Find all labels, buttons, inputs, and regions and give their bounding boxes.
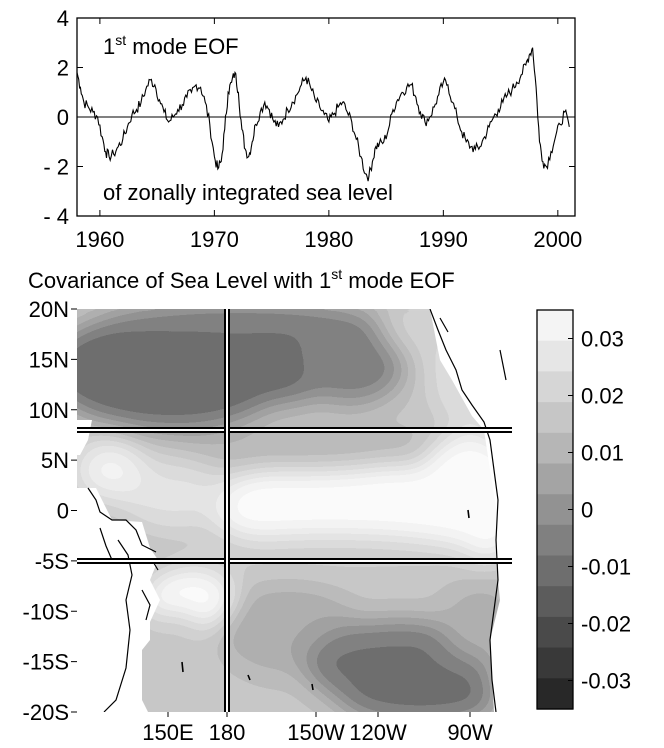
colorbar-level <box>537 555 573 587</box>
covariance-map-panel: 20N 15N 10N 5N 0 -5S -10S -15S -20S 150E 180 150W 1… <box>23 297 512 745</box>
y-tick-label: 0 <box>57 105 69 130</box>
lat-tick-label: 5N <box>41 448 69 473</box>
section-lines <box>77 309 512 712</box>
x-tick-label: 1980 <box>304 227 353 252</box>
colorbar-level <box>537 463 573 495</box>
lon-tick-label: 180 <box>209 720 246 745</box>
colorbar-level <box>537 371 573 403</box>
colorbar-labels: 0.03 0.02 0.01 0 -0.01 -0.02 -0.03 <box>568 327 631 694</box>
colorbar-level <box>537 402 573 434</box>
lat-tick-label: 10N <box>29 398 69 423</box>
colorbar-tick-label: -0.02 <box>581 612 631 637</box>
eof-label-sup: st <box>115 32 126 48</box>
y-tick-label: - 2 <box>43 155 69 180</box>
colorbar-tick-label: 0.03 <box>581 327 624 352</box>
colorbar-tick-label: 0 <box>581 498 593 523</box>
lon-tick-label: 90W <box>447 720 492 745</box>
x-tick-label: 1990 <box>419 227 468 252</box>
x-tick-label: 1970 <box>190 227 239 252</box>
lat-tick-label: -15S <box>23 650 69 675</box>
colorbar-tick-label: 0.02 <box>581 384 624 409</box>
colorbar-tick-label: -0.03 <box>581 669 631 694</box>
x-tick-label: 1960 <box>75 227 124 252</box>
x-tick-label: 2000 <box>533 227 582 252</box>
colorbar-level <box>537 432 573 465</box>
land-mask-maritime-continent <box>77 420 160 712</box>
time-series-panel: 4 2 0 - 2 - 4 1960 1970 1980 1990 2000 1st mode … <box>43 6 582 252</box>
y-tick-label: 2 <box>57 56 69 81</box>
land-mask-americas <box>430 309 512 712</box>
x-ticks: 1960 1970 1980 1990 2000 <box>75 18 582 252</box>
colorbar-level <box>537 678 573 710</box>
y-tick-label: 4 <box>57 6 69 31</box>
colorbar-tick-label: -0.01 <box>581 555 631 580</box>
map-lon-ticks: 150E 180 150W 120W 90W <box>142 712 493 745</box>
y-tick-label: - 4 <box>43 204 69 229</box>
colorbar-tick-label: 0.01 <box>581 441 624 466</box>
lat-tick-label: 20N <box>29 297 69 322</box>
coastline-east <box>429 309 507 712</box>
lat-tick-label: -5S <box>35 549 69 574</box>
colorbar-levels <box>537 310 573 710</box>
map-lat-ticks: 20N 15N 10N 5N 0 -5S -10S -15S -20S <box>23 297 77 725</box>
lat-tick-label: 0 <box>57 499 69 524</box>
coastline-west <box>87 487 159 712</box>
series-annotation: of zonally integrated sea level <box>103 180 393 205</box>
map-title: Covariance of Sea Level with 1st mode EO… <box>28 266 455 293</box>
colorbar-level <box>537 616 573 649</box>
eof-label: 1st mode EOF <box>103 32 239 59</box>
colorbar-level <box>537 586 573 618</box>
island-marks <box>181 509 470 711</box>
lat-tick-label: 15N <box>29 347 69 372</box>
lat-tick-label: -10S <box>23 599 69 624</box>
lon-tick-label: 150W <box>287 720 345 745</box>
colorbar-level <box>537 340 573 372</box>
lon-tick-label: 150E <box>142 720 193 745</box>
colorbar-level <box>537 647 573 679</box>
colorbar-level <box>537 310 573 342</box>
lon-tick-label: 120W <box>349 720 407 745</box>
colorbar: 0.03 0.02 0.01 0 -0.01 -0.02 -0.03 <box>536 309 631 710</box>
colorbar-level <box>537 494 573 526</box>
map-title-sup: st <box>331 266 342 282</box>
eof-time-series-line <box>76 47 570 182</box>
y-ticks: 4 2 0 - 2 - 4 <box>43 6 575 229</box>
lat-tick-label: -20S <box>23 700 69 725</box>
colorbar-level <box>537 524 573 557</box>
